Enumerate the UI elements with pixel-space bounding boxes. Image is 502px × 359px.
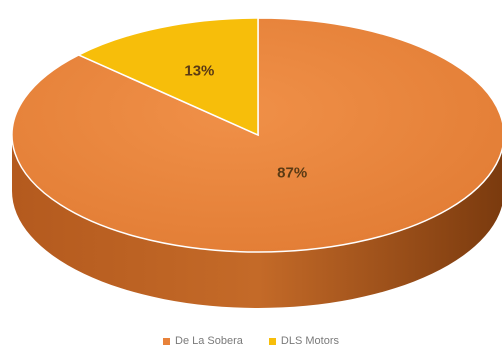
legend-label-dls-motors: DLS Motors: [280, 335, 339, 347]
legend-item-dls-motors: DLS Motors: [268, 335, 339, 347]
legend-label-de-la-sobera: De La Sobera: [175, 335, 243, 347]
legend-item-de-la-sobera: De La Sobera: [163, 335, 243, 347]
pie-side-wall: [12, 135, 502, 308]
legend-swatch-de-la-sobera: [163, 337, 171, 345]
data-label-de-la-sobera: 87%: [277, 165, 307, 182]
data-label-dls-motors: 13%: [184, 63, 214, 80]
chart-legend: De La Sobera DLS Motors: [0, 335, 502, 347]
legend-swatch-dls-motors: [268, 337, 276, 345]
pie-slice-dls-motors: [76, 17, 259, 137]
